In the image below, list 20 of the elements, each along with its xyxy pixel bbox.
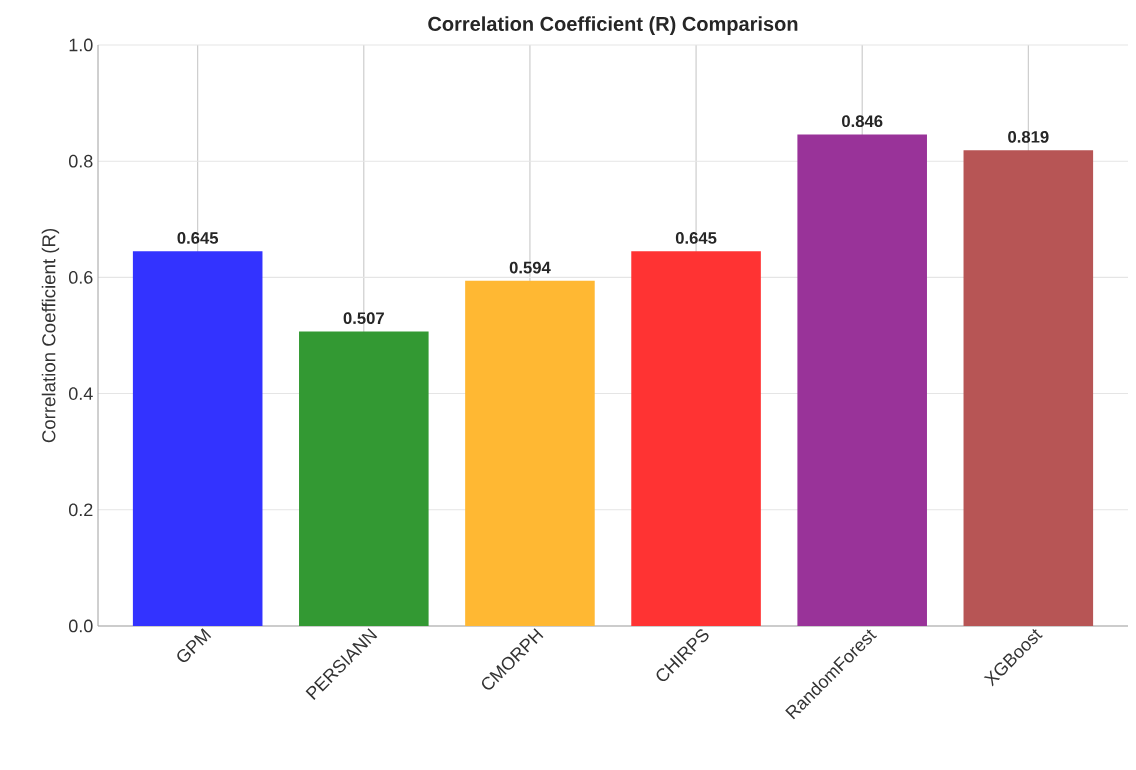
y-tick-label: 0.4 [68,387,93,400]
data-label: 0.645 [675,232,717,244]
chart-title: Correlation Coefficient (R) Comparison [428,16,798,35]
bar [132,251,263,626]
data-label: 0.819 [1008,130,1049,143]
y-tick-label: 0.0 [68,619,93,633]
y-tick-label: 0.2 [68,503,93,517]
y-tick-label: 0.6 [68,271,93,284]
y-tick-label: 0.8 [68,154,93,168]
bar [299,331,429,626]
bar [465,280,595,626]
bar [963,150,1094,626]
bar [631,251,761,626]
y-axis-title: Correlation Coefficient (R) [41,228,60,443]
data-label: 0.846 [842,115,883,128]
data-label: 0.507 [343,312,384,325]
bar [797,134,927,626]
data-label: 0.594 [509,261,551,274]
y-tick-label: 1.0 [69,38,93,52]
data-label: 0.645 [177,232,219,244]
